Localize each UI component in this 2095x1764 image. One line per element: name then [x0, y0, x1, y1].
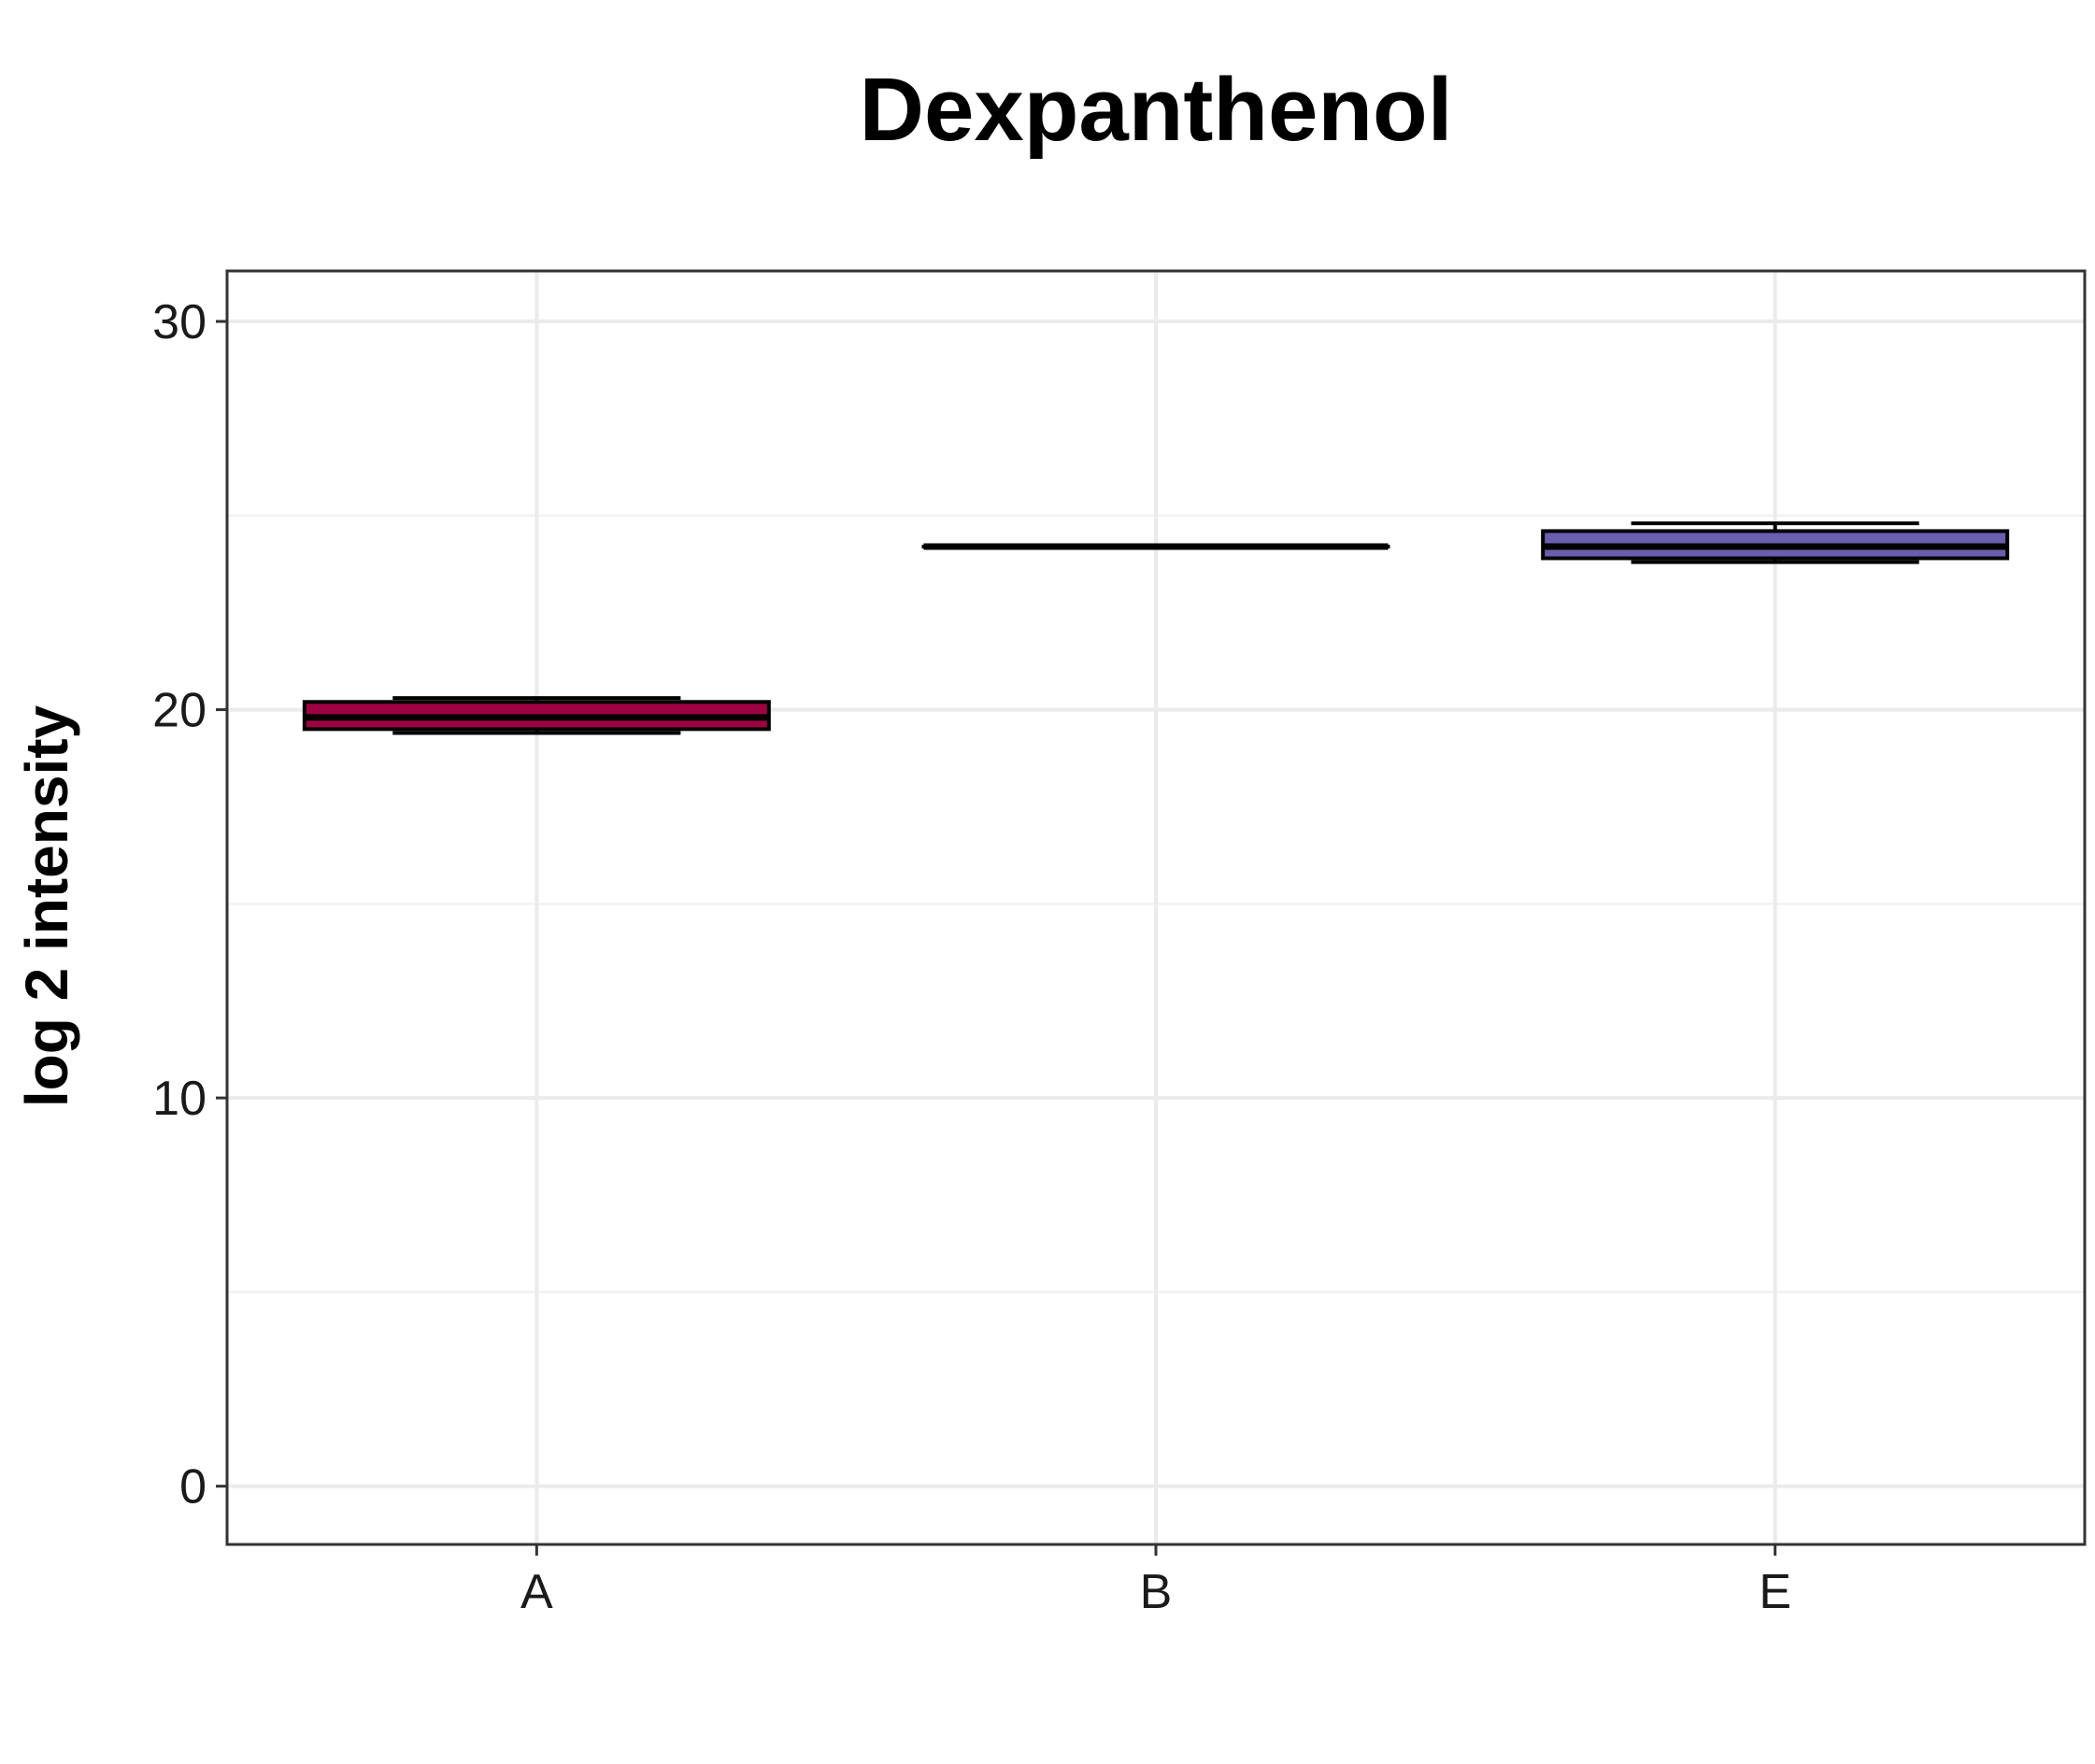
x-tick-label: B [1140, 1565, 1173, 1619]
boxplots [302, 521, 2010, 735]
y-tick-label: 10 [152, 1072, 207, 1126]
chart-title: Dexpanthenol [860, 60, 1453, 160]
grid [227, 271, 2085, 1544]
x-tick-label: E [1759, 1565, 1791, 1619]
y-axis-label: log 2 intensity [13, 704, 80, 1107]
y-axis: 0 10 20 30 [152, 295, 227, 1515]
x-tick-label: A [520, 1565, 553, 1619]
y-tick-label: 30 [152, 295, 207, 349]
y-tick-label: 20 [152, 684, 207, 738]
boxplot-a [302, 696, 771, 735]
boxplot-e [1541, 521, 2010, 564]
y-tick-label: 0 [179, 1460, 207, 1515]
